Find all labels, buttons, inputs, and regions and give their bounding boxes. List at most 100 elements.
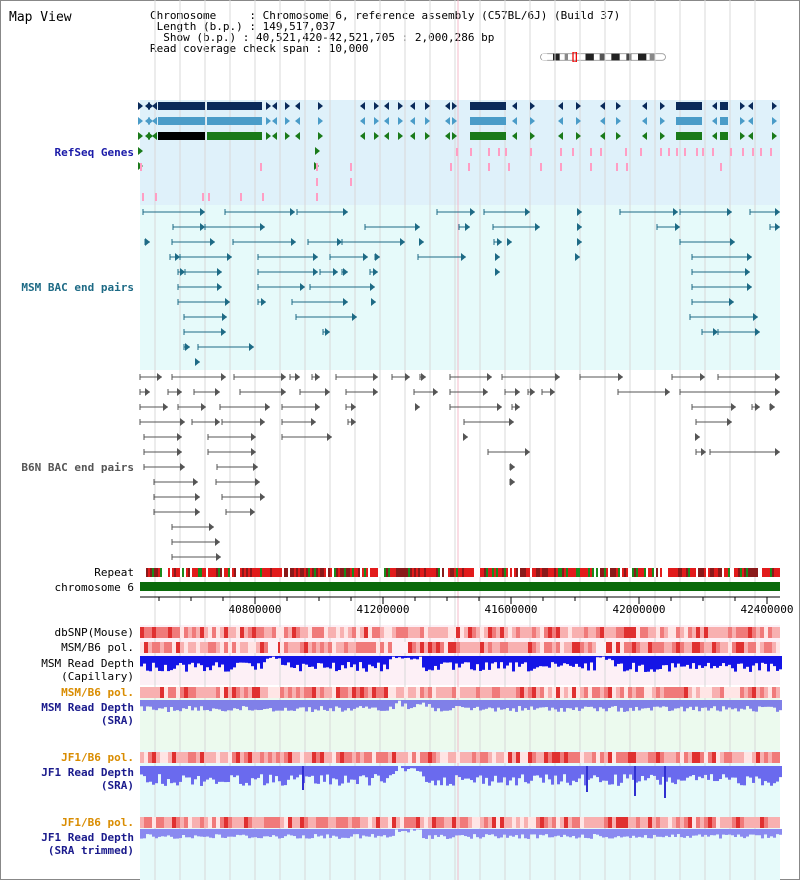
dbsnp-cell [208, 627, 212, 638]
jf1-pol-cell [164, 752, 168, 763]
msm-bac-pair-arrow [249, 343, 254, 351]
dbsnp-cell [368, 627, 372, 638]
jf1-trim-pol-cell [240, 817, 244, 828]
gene-arrow [285, 102, 290, 110]
msm-bac-pair-arrow [753, 313, 758, 321]
jf1-sra-depth-bar [737, 766, 740, 784]
dbsnp-cell [464, 627, 468, 638]
msm-bac-pair-arrow [227, 253, 232, 261]
track-label-jf1-b6-pol-trim[interactable]: JF1/B6 pol. [61, 816, 134, 829]
jf1-trim-depth-bar [263, 829, 266, 837]
msm-bac-pair-arrow [675, 223, 680, 231]
msm-capillary-depth-bar [401, 656, 404, 659]
msm-pol-cell [748, 642, 752, 653]
repeat-feature [502, 568, 504, 577]
track-label-repeat[interactable]: Repeat [94, 566, 134, 579]
jf1-trim-pol-cell [508, 817, 512, 828]
b6n-bac-pair-arrow [373, 388, 378, 396]
jf1-trim-depth-bar [506, 829, 509, 838]
jf1-trim-pol-cell [232, 817, 236, 828]
b6n-bac-pair-arrow [405, 373, 410, 381]
jf1-trim-pol-cell [716, 817, 720, 828]
msm-sra-pol-cell [288, 687, 292, 698]
repeat-feature [778, 568, 780, 577]
track-label-refseq[interactable]: RefSeq Genes [54, 146, 134, 159]
repeat-feature [464, 568, 466, 577]
track-label-msm-depth-sra[interactable]: MSM Read Depth (SRA) [4, 701, 134, 727]
msm-bac-pair-arrow [343, 268, 348, 276]
msm-sra-depth-bar [470, 700, 473, 711]
gene-arrow [558, 117, 563, 125]
msm-sra-depth-bar [254, 700, 257, 710]
jf1-trim-depth-bar [566, 829, 569, 837]
msm-sra-pol-cell [312, 687, 316, 698]
jf1-trim-depth-bar [707, 829, 710, 837]
msm-sra-pol-cell [152, 687, 156, 698]
msm-bac-pair-arrow [313, 253, 318, 261]
msm-sra-depth-bar [671, 700, 674, 711]
jf1-sra-depth-bar [227, 766, 230, 783]
b6n-bac-pair-arrow [260, 493, 265, 501]
repeat-feature [748, 568, 750, 577]
repeat-feature [262, 568, 264, 577]
dbsnp-cell [616, 627, 620, 638]
track-label-msm-b6-pol-sra[interactable]: MSM/B6 pol. [61, 686, 134, 699]
repeat-feature [260, 568, 262, 577]
jf1-trim-depth-bar [332, 829, 335, 836]
msm-sra-pol-cell [600, 687, 604, 698]
msm-sra-depth-bar [293, 700, 296, 711]
b6n-bac-pair-arrow [530, 388, 535, 396]
track-label-chromosome[interactable]: chromosome 6 [54, 581, 134, 594]
chromosome-ideogram[interactable] [528, 52, 678, 62]
repeat-feature [256, 568, 258, 577]
jf1-trim-depth-bar [701, 829, 704, 837]
msm-bac-pair-arrow [775, 208, 780, 216]
repeat-feature [410, 568, 412, 577]
repeat-feature [292, 568, 294, 577]
b6n-bac-pair-arrow [550, 388, 555, 396]
repeat-feature [176, 568, 178, 577]
track-label-jf1-b6-pol[interactable]: JF1/B6 pol. [61, 751, 134, 764]
track-label-msm-depth-capillary[interactable]: MSM Read Depth (Capillary) [4, 657, 134, 683]
repeat-feature [380, 568, 382, 577]
jf1-trim-pol-cell [432, 817, 436, 828]
msm-capillary-depth-bar [599, 656, 602, 658]
repeat-feature [728, 568, 730, 577]
repeat-feature [322, 568, 324, 577]
jf1-trim-depth-bar [176, 829, 179, 839]
dbsnp-cell [272, 627, 276, 638]
msm-capillary-depth-bar [722, 656, 725, 664]
repeat-feature [724, 568, 726, 577]
repeat-feature [278, 568, 280, 577]
msm-sra-depth-bar [161, 700, 164, 709]
pol-gap [596, 642, 606, 653]
track-label-msm-bac[interactable]: MSM BAC end pairs [21, 281, 134, 294]
msm-sra-depth-bar [149, 700, 152, 707]
jf1-sra-depth-bar [404, 766, 407, 772]
repeat-feature [188, 568, 190, 577]
jf1-trim-pol-cell [500, 817, 504, 828]
track-label-b6n-bac[interactable]: B6N BAC end pairs [21, 461, 134, 474]
repeat-feature [152, 568, 154, 577]
jf1-trim-depth-bar [485, 829, 488, 835]
repeat-feature [390, 568, 392, 577]
jf1-pol-cell [236, 752, 240, 763]
track-label-dbsnp[interactable]: dbSNP(Mouse) [54, 626, 134, 639]
jf1-sra-depth-bar [488, 766, 491, 786]
msm-capillary-depth-bar [668, 656, 671, 672]
msm-pol-cell [444, 642, 448, 653]
jf1-trim-pol-cell [676, 817, 680, 828]
jf1-trim-depth-bar [158, 829, 161, 837]
jf1-pol-cell [468, 752, 472, 763]
jf1-sra-depth-bar [293, 766, 296, 780]
dbsnp-cell [728, 627, 732, 638]
track-label-jf1-depth-trim[interactable]: JF1 Read Depth (SRA trimmed) [4, 831, 134, 857]
track-label-msm-b6-pol[interactable]: MSM/B6 pol. [61, 641, 134, 654]
msm-capillary-depth-bar [266, 656, 269, 659]
msm-sra-pol-cell [556, 687, 560, 698]
msm-sra-depth-bar [383, 700, 386, 711]
repeat-feature [462, 568, 464, 577]
msm-capillary-depth-bar [494, 656, 497, 663]
track-label-jf1-depth-sra[interactable]: JF1 Read Depth (SRA) [4, 766, 134, 792]
